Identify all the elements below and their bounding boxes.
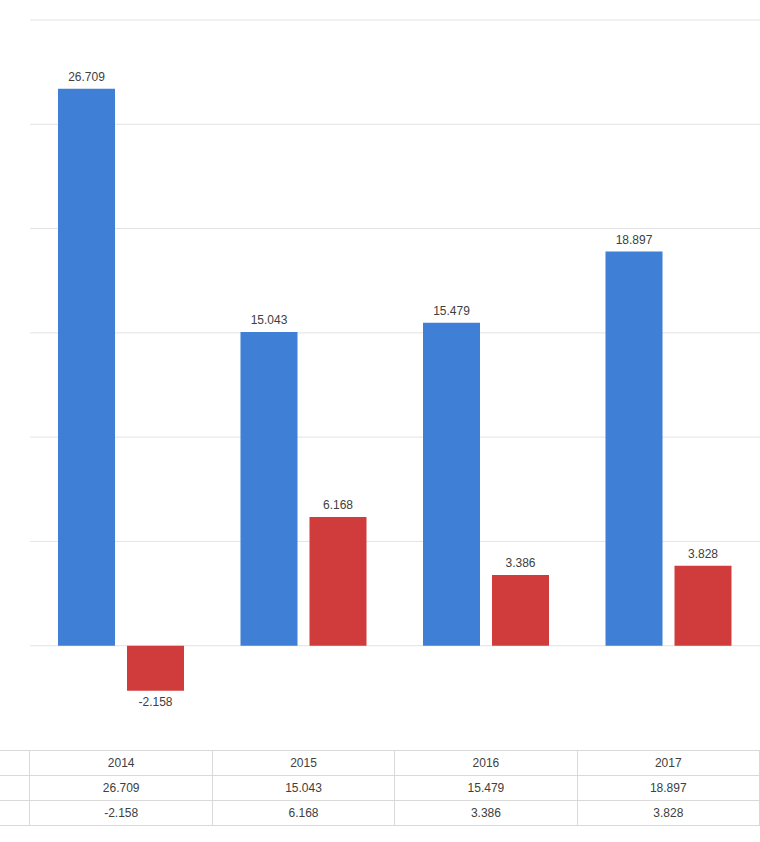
html-text:-2.158: -2.158 [104, 806, 139, 820]
svg-text:18.897: 18.897 [616, 233, 653, 247]
html-text:2014: 2014 [107, 756, 135, 770]
svg-text:3.828: 3.828 [688, 547, 718, 561]
svg-text:26.709: 26.709 [68, 70, 105, 84]
html-text:2017: 2017 [654, 756, 682, 770]
html-text:6.168: 6.168 [288, 806, 319, 820]
html-text:3.386: 3.386 [470, 806, 501, 820]
svg-text:15.043: 15.043 [251, 313, 288, 327]
html-text:3.828: 3.828 [653, 806, 684, 820]
html-text:18.897: 18.897 [649, 781, 687, 795]
svg-text:3.386: 3.386 [505, 556, 535, 570]
svg-text:6.168: 6.168 [323, 498, 353, 512]
html-text:2015: 2015 [290, 756, 317, 770]
html-text:2016: 2016 [472, 756, 500, 770]
html-text:26.709: 26.709 [102, 781, 140, 795]
svg-text:15.479: 15.479 [433, 304, 470, 318]
html-text:15.479: 15.479 [467, 781, 505, 795]
svg-text:-2.158: -2.158 [138, 695, 172, 709]
html-text:15.043: 15.043 [285, 781, 322, 795]
